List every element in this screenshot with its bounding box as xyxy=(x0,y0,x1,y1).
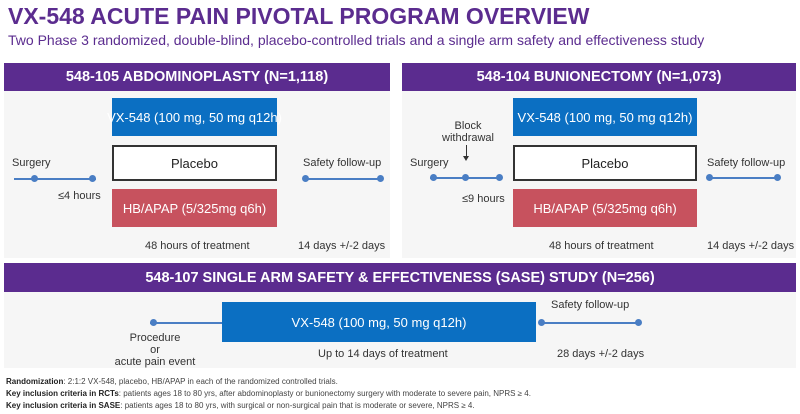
study-107-procedure-label-3: acute pain event xyxy=(114,356,196,368)
footnote-randomization: Randomization: 2:1:2 VX-548, placebo, HB… xyxy=(6,377,338,386)
study-105-surgery-label: Surgery xyxy=(12,157,51,169)
study-107-title: 548-107 SINGLE ARM SAFETY & EFFECTIVENES… xyxy=(4,263,796,292)
study-107-procedure-label-1: Procedure xyxy=(129,332,181,344)
study-104-followup-label: Safety follow-up xyxy=(707,157,786,169)
footnote-rct: Key inclusion criteria in RCTs: patients… xyxy=(6,389,531,398)
study-105-post-dot-1 xyxy=(302,175,309,182)
study-104-title: 548-104 BUNIONECTOMY (N=1,073) xyxy=(402,63,796,91)
study-105-treatment-label: 48 hours of treatment xyxy=(145,240,250,252)
footnote-randomization-key: Randomization xyxy=(6,377,64,386)
study-105-title: 548-105 ABDOMINOPLASTY (N=1,118) xyxy=(4,63,390,91)
page-title: VX-548 ACUTE PAIN PIVOTAL PROGRAM OVERVI… xyxy=(8,3,590,29)
study-107-post-dot-1 xyxy=(538,319,545,326)
study-107-procedure-label-2: or xyxy=(150,344,160,356)
study-104-hb-arm: HB/APAP (5/325mg q6h) xyxy=(513,189,697,227)
footnote-randomization-text: : 2:1:2 VX-548, placebo, HB/APAP in each… xyxy=(63,377,338,386)
study-105-post-dot-2 xyxy=(377,175,384,182)
study-104-post-timeline xyxy=(709,177,779,179)
study-104-vx-arm: VX-548 (100 mg, 50 mg q12h) xyxy=(513,98,697,136)
study-104-treatment-label: 48 hours of treatment xyxy=(549,240,654,252)
study-104-surgery-label: Surgery xyxy=(410,157,449,169)
footnote-sase-key: Key inclusion criteria in SASE xyxy=(6,401,121,410)
study-104-block-label-2: withdrawal xyxy=(442,132,494,144)
study-105-pre-dot-2 xyxy=(89,175,96,182)
study-105-vx-arm: VX-548 (100 mg, 50 mg q12h) xyxy=(107,98,282,136)
study-104-block-arrow-head xyxy=(463,156,469,161)
study-105-pre-timeline xyxy=(14,178,96,180)
footnote-sase-text: : patients ages 18 to 80 yrs, with surgi… xyxy=(120,401,475,410)
study-107-followup-label: Safety follow-up xyxy=(551,299,630,311)
footnote-sase: Key inclusion criteria in SASE: patients… xyxy=(6,401,475,410)
study-107-post-timeline xyxy=(540,322,640,324)
study-104-followup-duration: 14 days +/-2 days xyxy=(707,240,795,252)
study-105-post-timeline xyxy=(305,178,382,180)
footnote-rct-key: Key inclusion criteria in RCTs xyxy=(6,389,119,398)
study-104-pre-dot-2 xyxy=(462,174,469,181)
study-105-followup-label: Safety follow-up xyxy=(303,157,382,169)
study-105-placebo-arm: Placebo xyxy=(112,145,277,181)
study-107-vx-arm: VX-548 (100 mg, 50 mg q12h) xyxy=(222,302,536,342)
study-104-time-label: ≤9 hours xyxy=(462,193,505,205)
study-107-treatment-label: Up to 14 days of treatment xyxy=(318,348,448,360)
study-104-block-label-1: Block xyxy=(454,120,482,132)
page-subtitle: Two Phase 3 randomized, double-blind, pl… xyxy=(8,32,705,48)
study-104-post-dot-1 xyxy=(706,174,713,181)
study-107-pre-dot xyxy=(150,319,157,326)
study-104-pre-dot-1 xyxy=(430,174,437,181)
footnote-rct-text: : patients ages 18 to 80 yrs, after abdo… xyxy=(118,389,531,398)
study-105-followup-duration: 14 days +/-2 days xyxy=(298,240,386,252)
study-104-placebo-arm: Placebo xyxy=(513,145,697,181)
study-105-time-label: ≤4 hours xyxy=(58,190,101,202)
study-104-post-dot-2 xyxy=(774,174,781,181)
study-105-hb-arm: HB/APAP (5/325mg q6h) xyxy=(112,189,277,227)
study-105-pre-dot-1 xyxy=(31,175,38,182)
study-104-block-arrow-shaft xyxy=(466,145,467,157)
study-107-pre-timeline xyxy=(150,322,222,324)
study-107-followup-duration: 28 days +/-2 days xyxy=(557,348,645,360)
study-104-pre-dot-3 xyxy=(496,174,503,181)
study-107-post-dot-2 xyxy=(635,319,642,326)
